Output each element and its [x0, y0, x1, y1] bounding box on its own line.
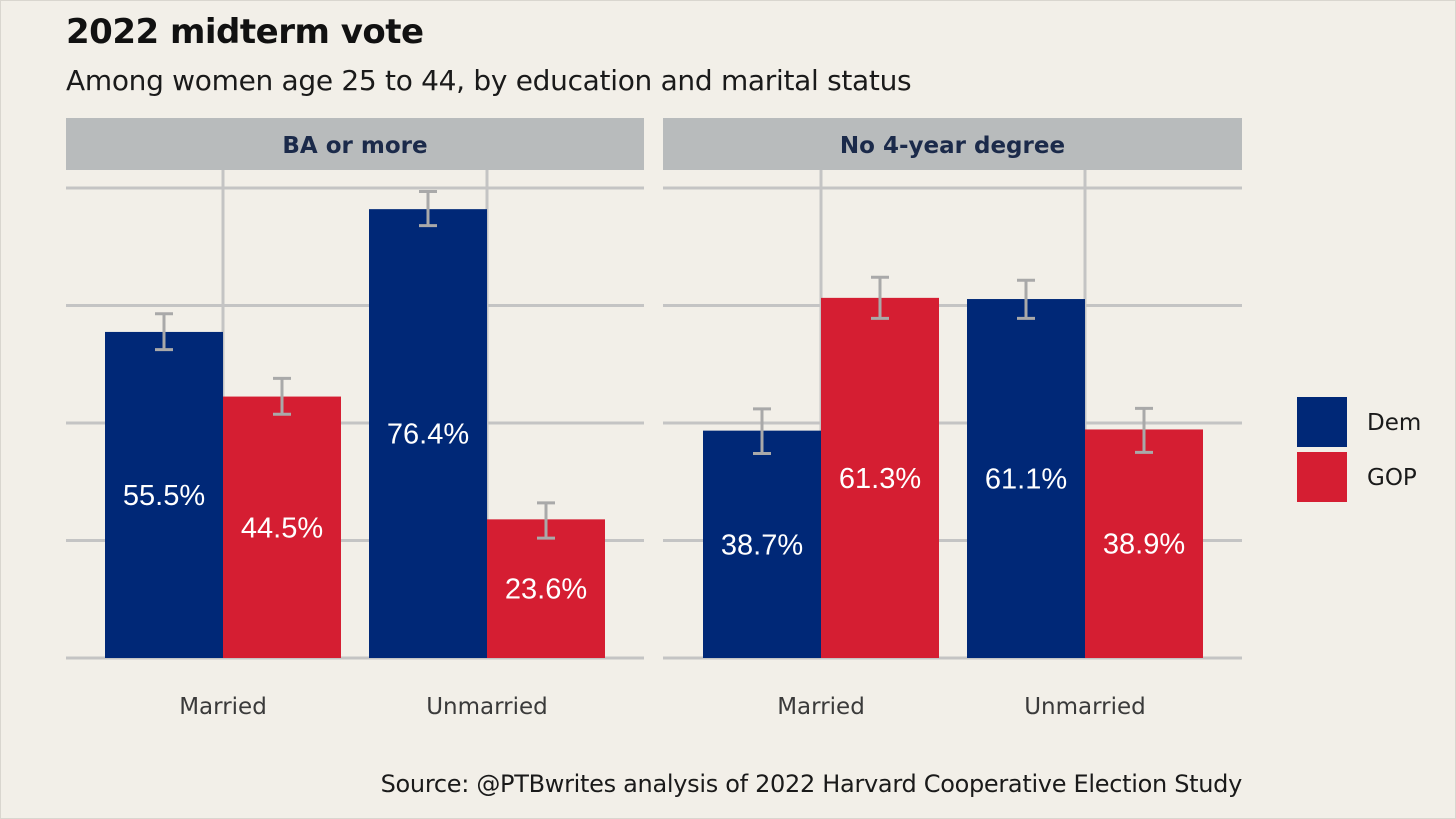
bar-value-label: 61.1% — [985, 464, 1067, 496]
source-note: Source: @PTBwrites analysis of 2022 Harv… — [380, 770, 1243, 798]
bar-value-label: 38.9% — [1103, 529, 1185, 561]
bar-gop — [487, 519, 605, 658]
bar-gop — [223, 396, 341, 658]
x-tick-label: Married — [179, 694, 267, 720]
bar-value-label: 55.5% — [123, 480, 205, 512]
legend-swatch-gop — [1297, 452, 1347, 502]
bar-value-label: 76.4% — [387, 419, 469, 451]
chart-title: 2022 midterm vote — [66, 12, 424, 52]
x-tick-label: Unmarried — [426, 694, 548, 720]
bar-value-label: 23.6% — [505, 574, 587, 606]
bar-gop — [1085, 429, 1203, 658]
x-tick-label: Married — [777, 694, 865, 720]
bar-dem — [369, 209, 487, 658]
facet-strip — [663, 118, 1242, 170]
x-tick-label: Unmarried — [1024, 694, 1146, 720]
legend-label-dem: Dem — [1367, 410, 1421, 436]
bar-value-label: 61.3% — [839, 463, 921, 495]
bar-value-label: 44.5% — [241, 512, 323, 544]
bar-value-label: 38.7% — [721, 529, 803, 561]
facet-strip — [66, 118, 644, 170]
chart-subtitle: Among women age 25 to 44, by education a… — [66, 64, 912, 97]
legend-label-gop: GOP — [1367, 465, 1417, 491]
bar-dem — [703, 430, 821, 658]
bar-gop — [821, 297, 939, 658]
bar-dem — [105, 331, 223, 658]
facet-strip-label: No 4-year degree — [840, 133, 1065, 159]
facet-strip-label: BA or more — [282, 133, 427, 159]
bar-dem — [967, 299, 1085, 658]
legend-swatch-dem — [1297, 397, 1347, 447]
